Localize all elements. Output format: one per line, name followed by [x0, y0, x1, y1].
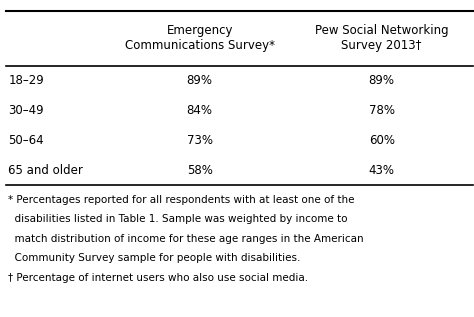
Text: 89%: 89% [369, 74, 395, 87]
Text: Pew Social Networking
Survey 2013†: Pew Social Networking Survey 2013† [315, 24, 448, 52]
Text: Emergency
Communications Survey*: Emergency Communications Survey* [125, 24, 275, 52]
Text: 89%: 89% [187, 74, 213, 87]
Text: 73%: 73% [187, 134, 213, 147]
Text: 78%: 78% [369, 104, 395, 117]
Text: match distribution of income for these age ranges in the American: match distribution of income for these a… [9, 234, 364, 243]
Text: 18–29: 18–29 [9, 74, 44, 87]
Text: Community Survey sample for people with disabilities.: Community Survey sample for people with … [9, 253, 301, 263]
Text: 60%: 60% [369, 134, 395, 147]
Text: 84%: 84% [187, 104, 213, 117]
Text: 30–49: 30–49 [9, 104, 44, 117]
Text: 65 and older: 65 and older [9, 164, 83, 177]
Text: 58%: 58% [187, 164, 213, 177]
Text: 43%: 43% [369, 164, 395, 177]
Text: † Percentage of internet users who also use social media.: † Percentage of internet users who also … [9, 273, 309, 282]
Text: 50–64: 50–64 [9, 134, 44, 147]
Text: * Percentages reported for all respondents with at least one of the: * Percentages reported for all responden… [9, 195, 355, 205]
Text: disabilities listed in Table 1. Sample was weighted by income to: disabilities listed in Table 1. Sample w… [9, 214, 348, 224]
